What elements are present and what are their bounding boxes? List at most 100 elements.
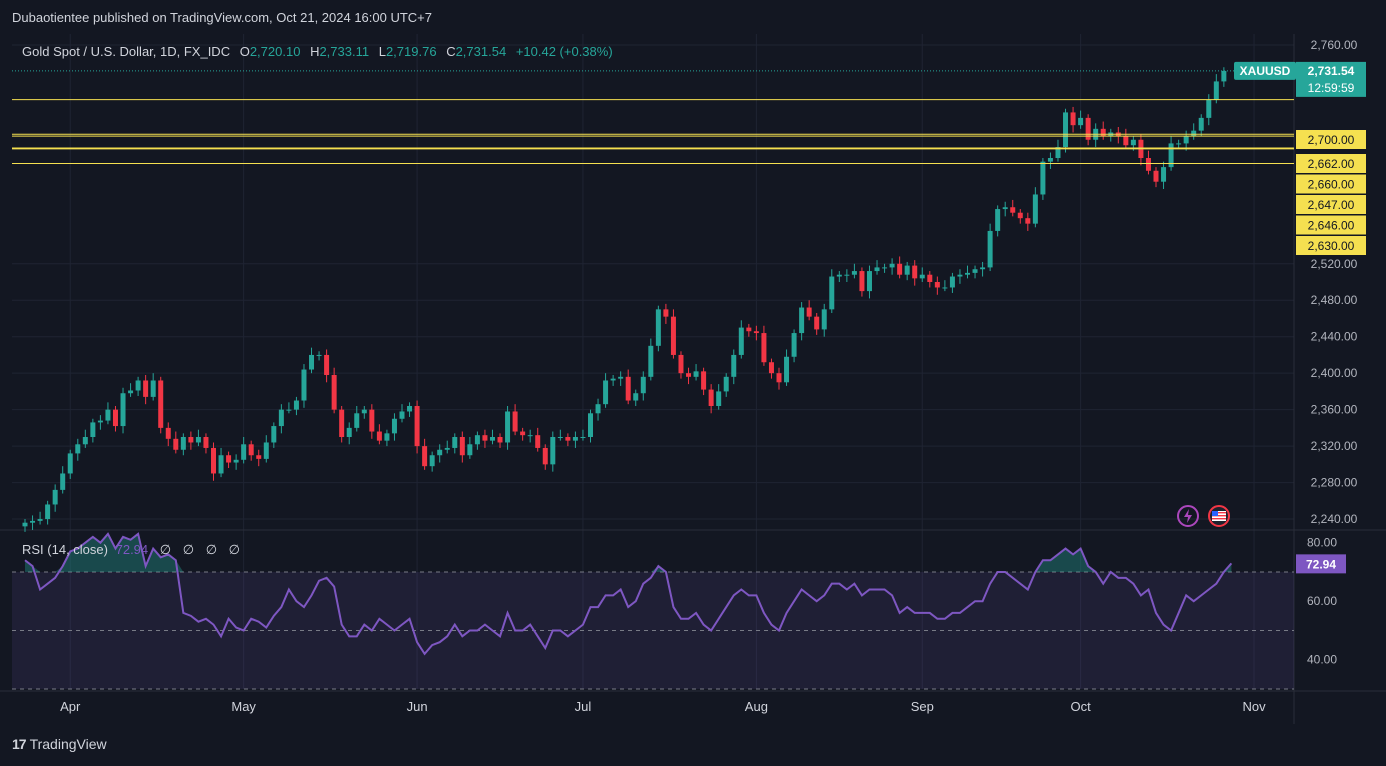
candle-body: [37, 519, 43, 521]
legend-high-label: H: [310, 44, 320, 59]
candle-body: [708, 389, 714, 406]
level-label-box: [1296, 236, 1366, 255]
ticker-badge: [1234, 61, 1296, 80]
rsi-tick-label: 40.00: [1307, 653, 1337, 667]
time-tick-label: Apr: [60, 699, 81, 714]
candle-body: [580, 437, 586, 438]
candle-body: [1130, 139, 1136, 146]
candle-body: [218, 455, 224, 474]
us-flag-icon[interactable]: [1208, 505, 1230, 527]
candle-body: [746, 327, 752, 332]
candle-body: [761, 333, 767, 363]
candle-body: [542, 447, 548, 465]
candle-body: [686, 373, 692, 377]
chart-svg[interactable]: 2,240.00 2,280.00 2,320.00 2,360.00 2,400.00…: [0, 34, 1386, 724]
time-tick-label: Sep: [911, 699, 934, 714]
candle-body: [52, 489, 58, 505]
candle-body: [452, 437, 458, 448]
candle-body: [1191, 130, 1197, 137]
candle-body: [889, 263, 895, 268]
candle-body: [693, 371, 699, 377]
candle-body: [527, 435, 533, 437]
price-tick-label: 2,240.00: [1311, 512, 1358, 526]
candle-body: [112, 409, 118, 427]
candle-body: [512, 411, 518, 432]
candle-body: [987, 230, 993, 268]
candle-body: [829, 276, 835, 310]
candle-body: [753, 331, 759, 334]
candle-body: [361, 409, 367, 414]
level-label-box: [1296, 154, 1366, 173]
candle-body: [90, 422, 96, 437]
candle-body: [180, 437, 186, 450]
candle-body: [399, 411, 405, 419]
candle-body: [1123, 136, 1129, 146]
candle-body: [1198, 117, 1204, 131]
candle-body: [271, 426, 277, 443]
time-tick-label: Jun: [407, 699, 428, 714]
candle-body: [557, 437, 563, 438]
candle-body: [588, 413, 593, 437]
candle-body: [324, 354, 330, 375]
footer-brand[interactable]: 17 TradingView: [12, 736, 107, 752]
rsi-legend: RSI (14, close) 72.94 ∅ ∅ ∅ ∅: [22, 542, 240, 558]
candle-body: [422, 446, 428, 467]
candle-body: [520, 431, 526, 436]
candle-body: [701, 371, 707, 390]
candle-body: [497, 437, 503, 443]
candle-body: [1183, 136, 1189, 144]
candle-body: [603, 380, 609, 405]
chart-legend: Gold Spot / U.S. Dollar, 1D, FX_IDC O2,7…: [22, 44, 613, 59]
price-tick-label: 2,360.00: [1311, 403, 1358, 417]
candle-body: [874, 267, 880, 272]
candle-body: [716, 391, 722, 406]
top-bar: Dubaotientee published on TradingView.co…: [0, 0, 1386, 34]
legend-symbol: Gold Spot / U.S. Dollar, 1D, FX_IDC: [22, 44, 231, 59]
lightning-icon[interactable]: [1177, 505, 1199, 527]
chart-area[interactable]: 2,240.00 2,280.00 2,320.00 2,360.00 2,400.00…: [0, 34, 1386, 724]
price-tick-label: 2,440.00: [1311, 330, 1358, 344]
rsi-line: [24, 532, 1233, 656]
candle-body: [339, 409, 345, 437]
candle-body: [75, 444, 81, 454]
candle-body: [957, 274, 963, 277]
candle-body: [1047, 158, 1053, 162]
rsi-tick-label: 60.00: [1307, 594, 1337, 608]
candle-body: [407, 406, 413, 412]
price-tick-label: 2,400.00: [1311, 366, 1358, 380]
candle-body: [165, 427, 171, 439]
candle-body: [851, 271, 857, 275]
candle-body: [143, 380, 149, 397]
candle-body: [1025, 218, 1031, 224]
candle-body: [784, 356, 790, 383]
candle-body: [1070, 112, 1076, 126]
candle-body: [776, 373, 782, 383]
legend-open: 2,720.10: [249, 44, 301, 59]
candle-body: [723, 376, 729, 392]
candle-body: [459, 437, 465, 456]
candle-body: [995, 209, 1001, 231]
candle-body: [1168, 143, 1174, 168]
last-price-badge: [1296, 61, 1366, 97]
candle-body: [633, 393, 639, 401]
candle-body: [844, 274, 850, 276]
ticker-label: XAUUSD: [1240, 64, 1291, 78]
price-tick-label: 2,760.00: [1311, 38, 1358, 52]
legend-low: 2,719.76: [385, 44, 437, 59]
candle-body: [482, 435, 488, 441]
candle-body: [836, 274, 842, 277]
candle-body: [354, 413, 360, 428]
candle-body: [489, 437, 495, 441]
footer-brand-name: TradingView: [29, 736, 107, 752]
legend-open-label: O: [239, 44, 250, 59]
candle-body: [195, 437, 201, 443]
level-label-box: [1296, 174, 1366, 194]
candle-body: [263, 442, 269, 459]
candle-body: [866, 271, 872, 292]
candle-body: [376, 431, 382, 441]
candle-body: [859, 271, 865, 292]
candle-body: [768, 362, 774, 374]
candle-body: [934, 282, 940, 288]
legend-low-label: L: [378, 44, 386, 59]
candle-body: [203, 437, 209, 448]
